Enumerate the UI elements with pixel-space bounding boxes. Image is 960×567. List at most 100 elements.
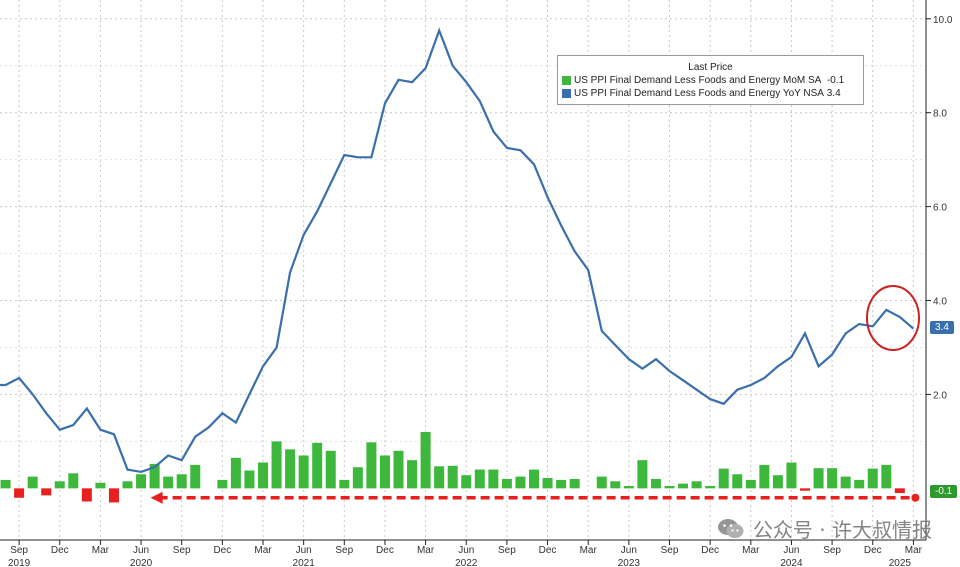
mom-bar [434,466,445,489]
mom-bar [515,476,526,489]
x-tick-label: Jun [621,545,637,556]
y-tick-label: 8.0 [933,109,947,120]
mom-bar [637,460,648,489]
mom-bar [894,488,905,494]
y-axis-ticks: 10.0 8.0 6.0 4.0 2.0 [926,15,953,401]
mom-bar [596,476,607,489]
reference-dot [911,493,920,502]
legend-label-mom: US PPI Final Demand Less Foods and Energ… [574,75,822,86]
legend: Last Price US PPI Final Demand Less Food… [557,55,864,105]
x-tick-label: Mar [742,545,760,556]
legend-title: Last Price [688,62,733,73]
mom-bar [827,468,838,489]
legend-label-yoy: US PPI Final Demand Less Foods and Energ… [574,88,824,99]
mom-bar [867,468,878,489]
red-dashed-reference [150,491,920,504]
mom-last-value-tag: -0.1 [930,485,958,499]
x-tick-label: Jun [296,545,312,556]
mom-bar [285,449,296,489]
mom-bar [0,479,11,489]
x-tick-label: Jun [458,545,474,556]
mom-bar [447,465,458,489]
x-tick-label: Sep [498,545,516,556]
y-tick-label: 10.0 [933,15,953,26]
x-tick-label: Sep [661,545,679,556]
mom-bar [176,474,187,489]
x-tick-label: Sep [335,545,353,556]
mom-bar [81,488,92,502]
mom-bar [298,455,309,489]
mom-bar [623,486,634,489]
legend-swatch-yoy [562,89,571,98]
mom-bar [41,488,52,496]
mom-bar [569,478,580,489]
x-tick-label: Mar [417,545,435,556]
yoy-line [0,27,915,474]
mom-bar [881,464,892,489]
mom-bar [366,442,377,489]
watermark-text: 公众号 · 许大叔情报 [752,518,932,542]
mom-bar [610,481,621,489]
x-tick-label: Dec [539,545,557,556]
y-tick-label: 6.0 [933,203,947,214]
x-tick-label: Dec [376,545,394,556]
mom-bar [501,478,512,489]
mom-bar [312,442,323,489]
mom-bar [772,475,783,489]
mom-bar [54,481,65,489]
mom-bar [800,488,810,491]
mom-bar [379,455,390,489]
mom-bar [163,476,174,489]
legend-entry-mom: US PPI Final Demand Less Foods and Energ… [558,74,863,87]
mom-bar [244,470,255,489]
x-axis-ticks: Sep Dec Mar Jun Sep Dec Mar Jun Sep Dec Mar Jun Sep D… [8,540,923,567]
mom-bar [190,464,201,489]
mom-bar [650,478,661,489]
mom-bars [0,432,905,503]
x-year-label: 2025 [889,558,912,567]
mom-bar [461,475,472,489]
x-tick-label: Jun [783,545,799,556]
x-tick-label: Dec [864,545,882,556]
mom-bar [325,450,336,489]
x-tick-label: Dec [51,545,69,556]
x-year-label: 2024 [780,558,803,567]
mom-bar [352,467,363,489]
x-year-label: 2022 [455,558,478,567]
legend-value-yoy: 3.4 [826,88,841,99]
x-year-label: 2021 [293,558,316,567]
mom-bar [542,478,553,489]
mom-bar [474,469,485,489]
mom-bar [393,450,404,489]
mom-bar [27,476,38,489]
x-tick-label: Mar [254,545,272,556]
x-year-label: 2023 [618,558,641,567]
y-tick-label: 4.0 [933,297,947,308]
mom-bar [258,462,268,489]
highlight-circle [866,285,920,351]
legend-value-mom: -0.1 [826,75,845,86]
x-year-label: 2020 [130,558,153,567]
mom-bar [68,473,79,489]
mom-bar [840,476,851,489]
mom-bar [705,486,716,489]
x-tick-label: Sep [10,545,28,556]
watermark: 公众号 · 许大叔情报 [717,514,932,543]
x-tick-label: Dec [701,545,719,556]
x-tick-label: Mar [580,545,598,556]
x-tick-label: Mar [92,545,110,556]
mom-bar [217,479,228,489]
mom-bar [230,457,241,489]
mom-bar [271,441,282,489]
mom-bar [732,474,743,489]
mom-bar [556,479,567,489]
mom-bar [122,481,133,489]
x-tick-label: Sep [823,545,841,556]
mom-bar [718,468,729,489]
legend-swatch-mom [562,76,571,85]
reference-arrow-icon [150,491,163,504]
y-tick-label: 2.0 [933,390,947,401]
mom-bar [678,483,689,489]
x-tick-label: Sep [173,545,191,556]
